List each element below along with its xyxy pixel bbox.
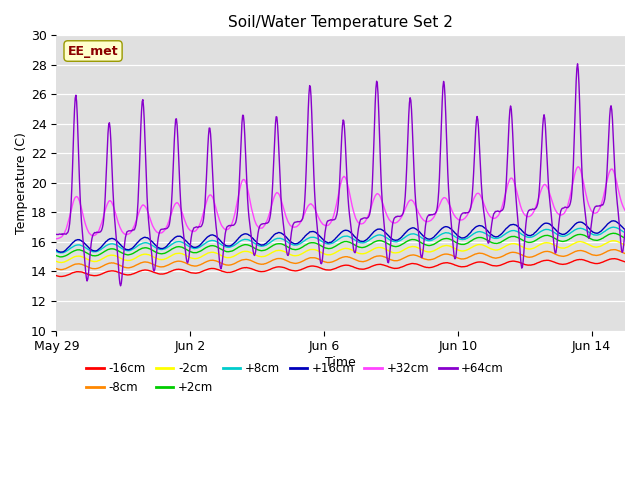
- +32cm: [52, 236, 60, 241]
- -8cm: [57, 267, 65, 273]
- -2cm: [488, 246, 495, 252]
- +16cm: [396, 236, 403, 241]
- -16cm: [118, 271, 126, 276]
- -2cm: [609, 238, 617, 244]
- +16cm: [57, 249, 65, 255]
- +2cm: [130, 250, 138, 256]
- +32cm: [129, 225, 137, 231]
- +64cm: [52, 231, 60, 237]
- Line: -2cm: -2cm: [56, 241, 625, 263]
- +16cm: [118, 243, 126, 249]
- +64cm: [116, 283, 124, 288]
- +8cm: [609, 224, 617, 230]
- Line: +32cm: +32cm: [56, 167, 625, 239]
- +8cm: [168, 241, 176, 247]
- -16cm: [348, 264, 355, 269]
- -2cm: [621, 242, 629, 248]
- -2cm: [396, 249, 403, 255]
- Line: -8cm: -8cm: [56, 250, 625, 270]
- -2cm: [348, 247, 355, 252]
- +8cm: [118, 246, 126, 252]
- -16cm: [52, 273, 60, 278]
- -8cm: [52, 266, 60, 272]
- +64cm: [621, 227, 629, 232]
- +32cm: [487, 215, 495, 220]
- +16cm: [52, 247, 60, 253]
- +32cm: [395, 217, 403, 223]
- -8cm: [611, 247, 618, 252]
- +8cm: [348, 235, 355, 241]
- +8cm: [396, 238, 403, 244]
- -8cm: [488, 254, 495, 260]
- Line: +2cm: +2cm: [56, 233, 625, 257]
- -2cm: [58, 260, 65, 265]
- +2cm: [609, 230, 617, 236]
- Line: +8cm: +8cm: [56, 227, 625, 253]
- -2cm: [130, 256, 138, 262]
- -16cm: [611, 256, 618, 262]
- +2cm: [348, 240, 355, 246]
- +2cm: [488, 240, 495, 245]
- -16cm: [621, 259, 629, 264]
- -8cm: [118, 264, 126, 269]
- +2cm: [621, 235, 629, 241]
- +16cm: [348, 230, 355, 236]
- -16cm: [168, 268, 176, 274]
- +64cm: [573, 61, 581, 67]
- -8cm: [348, 255, 355, 261]
- -16cm: [396, 265, 403, 271]
- -16cm: [488, 263, 495, 268]
- -8cm: [621, 251, 629, 256]
- +2cm: [52, 253, 60, 259]
- +16cm: [130, 244, 138, 250]
- +8cm: [130, 246, 138, 252]
- Legend: -16cm, -8cm, -2cm, +2cm, +8cm, +16cm, +32cm, +64cm: -16cm, -8cm, -2cm, +2cm, +8cm, +16cm, +3…: [82, 357, 509, 398]
- +32cm: [575, 164, 582, 169]
- X-axis label: Time: Time: [325, 356, 356, 369]
- +64cm: [396, 214, 403, 219]
- Title: Soil/Water Temperature Set 2: Soil/Water Temperature Set 2: [228, 15, 453, 30]
- -8cm: [168, 260, 176, 266]
- +2cm: [118, 250, 126, 256]
- -8cm: [130, 264, 138, 269]
- +16cm: [610, 218, 618, 224]
- +16cm: [488, 232, 495, 238]
- +8cm: [52, 249, 60, 254]
- +64cm: [168, 188, 176, 194]
- +8cm: [488, 234, 495, 240]
- +64cm: [118, 275, 126, 280]
- -8cm: [396, 257, 403, 263]
- +2cm: [168, 246, 176, 252]
- +8cm: [621, 230, 629, 236]
- Line: +16cm: +16cm: [56, 221, 625, 252]
- -2cm: [168, 252, 176, 258]
- +2cm: [396, 243, 403, 249]
- +64cm: [488, 221, 495, 227]
- Line: -16cm: -16cm: [56, 259, 625, 276]
- +64cm: [130, 227, 138, 233]
- -2cm: [52, 259, 60, 264]
- +32cm: [621, 207, 629, 213]
- +8cm: [57, 250, 65, 256]
- -16cm: [58, 274, 65, 279]
- +16cm: [168, 237, 176, 243]
- +16cm: [621, 227, 629, 233]
- +2cm: [58, 254, 65, 260]
- -16cm: [130, 271, 138, 276]
- +64cm: [348, 228, 355, 234]
- +32cm: [347, 196, 355, 202]
- +32cm: [117, 227, 125, 233]
- Text: EE_met: EE_met: [68, 45, 118, 58]
- Line: +64cm: +64cm: [56, 64, 625, 286]
- +32cm: [168, 210, 175, 216]
- -2cm: [118, 256, 126, 262]
- Y-axis label: Temperature (C): Temperature (C): [15, 132, 28, 234]
